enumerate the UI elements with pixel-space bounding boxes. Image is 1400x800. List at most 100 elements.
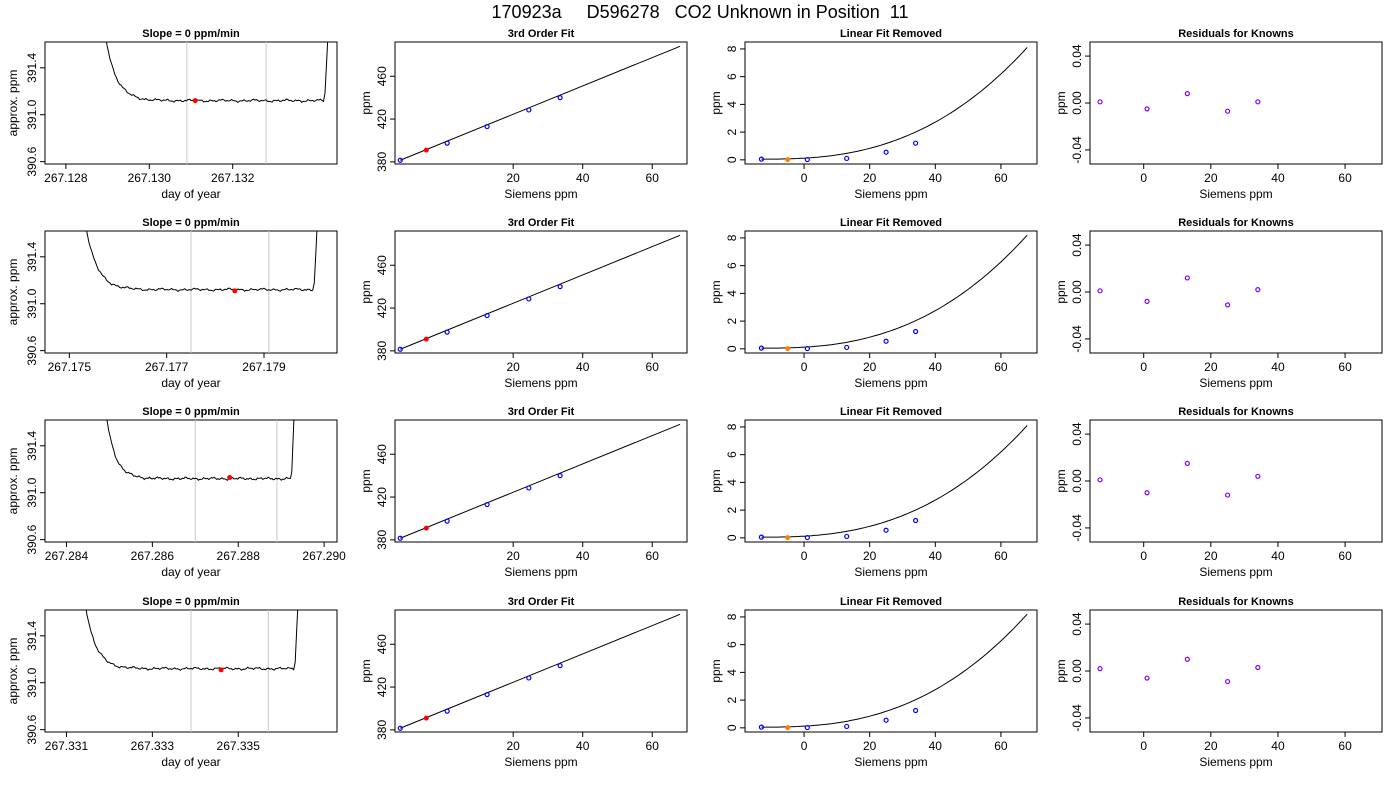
- x-tick-label: 0: [1140, 171, 1147, 185]
- chart-panel-r3c2: 3rd Order Fit 20 40 60 380 420 460 Siemens ppm p…: [359, 406, 688, 579]
- y-tick-label: 390.6: [25, 524, 39, 554]
- y-tick-label: 390.6: [25, 146, 39, 176]
- x-tick-label: 0: [801, 739, 808, 753]
- x-tick-label: 40: [576, 739, 590, 753]
- residual-point: [1225, 108, 1231, 114]
- x-tick-label: 0: [1140, 549, 1147, 563]
- x-tick-label: 267.331: [45, 739, 89, 753]
- y-tick-label: 460: [375, 634, 389, 654]
- chart-panel-r3c4: Residuals for Knowns 0 20 40 60 -0.04 0.00 0.04…: [1054, 406, 1383, 579]
- known-point: [557, 663, 563, 669]
- y-axis-label: ppm: [709, 469, 723, 492]
- chart-title: Slope = 0 ppm/min: [142, 406, 240, 418]
- known-point: [844, 155, 850, 162]
- x-tick-label: 267.177: [145, 360, 189, 374]
- y-tick-label: 420: [375, 487, 389, 507]
- y-tick-label: 4: [725, 479, 739, 486]
- unknown-point: [423, 715, 429, 721]
- y-tick-label: 8: [725, 423, 739, 430]
- x-axis-label: Siemens ppm: [1199, 565, 1272, 579]
- y-tick-label: 0: [725, 156, 739, 163]
- y-tick-label: 390.6: [25, 714, 39, 744]
- x-axis-label: Siemens ppm: [854, 376, 927, 390]
- chart-title: Residuals for Knowns: [1178, 217, 1294, 229]
- known-point: [883, 338, 889, 344]
- chart-title: Linear Fit Removed: [840, 406, 942, 418]
- known-point: [758, 345, 765, 351]
- x-tick-label: 20: [863, 549, 877, 563]
- x-tick-label: 267.132: [211, 171, 255, 185]
- x-axis-label: Siemens ppm: [854, 187, 927, 201]
- x-tick-label: 267.290: [302, 549, 346, 563]
- residual-point: [1255, 99, 1261, 105]
- x-tick-label: 267.179: [242, 360, 286, 374]
- x-tick-label: 0: [1140, 360, 1147, 374]
- x-tick-label: 267.284: [45, 549, 89, 563]
- chart-title: Linear Fit Removed: [840, 217, 942, 229]
- x-axis-label: Siemens ppm: [504, 187, 577, 201]
- plot-frame: [744, 609, 1038, 733]
- fit-curve: [761, 47, 1028, 160]
- x-tick-label: 60: [994, 360, 1008, 374]
- known-point: [444, 329, 450, 335]
- x-axis-label: day of year: [161, 565, 220, 579]
- chart-title: Linear Fit Removed: [840, 596, 942, 608]
- y-tick-label: 391.4: [25, 52, 39, 82]
- chart-title: 3rd Order Fit: [508, 406, 575, 418]
- y-axis-label: ppm: [709, 659, 723, 682]
- x-tick-label: 40: [929, 739, 943, 753]
- known-point: [444, 518, 450, 524]
- y-axis-label: ppm: [359, 91, 373, 114]
- plot-frame: [744, 41, 1038, 165]
- y-tick-label: 6: [725, 451, 739, 458]
- unknown-marker: [192, 98, 198, 104]
- x-axis-label: Siemens ppm: [854, 565, 927, 579]
- chart-panel-r2c3: Linear Fit Removed 0 20 40 60 0 2 4 6 8 Siemens pp…: [709, 217, 1038, 390]
- y-tick-label: 6: [725, 641, 739, 648]
- residual-point: [1097, 666, 1103, 672]
- signal-trace: [85, 610, 299, 671]
- y-tick-label: 0.04: [1070, 44, 1084, 68]
- y-axis-label: approx. ppm: [6, 448, 20, 515]
- x-tick-label: 60: [646, 360, 660, 374]
- unknown-point: [785, 157, 791, 163]
- plot-frame: [744, 419, 1038, 543]
- known-point: [804, 345, 810, 352]
- plot-frame: [44, 41, 338, 165]
- x-axis-label: Siemens ppm: [504, 755, 577, 769]
- y-axis-label: approx. ppm: [6, 638, 20, 705]
- chart-title: Slope = 0 ppm/min: [142, 217, 240, 229]
- x-axis-label: Siemens ppm: [854, 755, 927, 769]
- plot-frame: [1089, 609, 1383, 733]
- x-tick-label: 40: [929, 360, 943, 374]
- residual-point: [1255, 287, 1261, 293]
- residual-point: [1184, 275, 1190, 281]
- y-tick-label: 420: [375, 109, 389, 129]
- known-point: [397, 535, 403, 541]
- x-axis-label: Siemens ppm: [1199, 755, 1272, 769]
- x-tick-label: 267.288: [217, 549, 261, 563]
- chart-panel-r2c2: 3rd Order Fit 20 40 60 380 420 460 Siemens ppm p…: [359, 217, 688, 390]
- y-tick-label: 4: [725, 101, 739, 108]
- x-tick-label: 40: [576, 360, 590, 374]
- y-tick-label: 0.04: [1070, 422, 1084, 446]
- x-tick-label: 267.286: [131, 549, 175, 563]
- y-tick-label: 0.00: [1070, 469, 1084, 493]
- y-tick-label: 391.0: [25, 99, 39, 129]
- x-axis-label: day of year: [161, 755, 220, 769]
- x-tick-label: 20: [1204, 360, 1218, 374]
- known-point: [557, 473, 563, 479]
- x-tick-label: 40: [1271, 360, 1285, 374]
- residual-point: [1097, 288, 1103, 294]
- unknown-marker: [227, 474, 233, 480]
- known-point: [913, 328, 919, 335]
- chart-panel-r2c1: Slope = 0 ppm/min 267.175 267.177 267.179 39…: [6, 217, 338, 390]
- y-axis-label: ppm: [709, 280, 723, 303]
- chart-title: Slope = 0 ppm/min: [142, 28, 240, 40]
- known-point: [397, 346, 403, 352]
- fit-curve: [761, 613, 1028, 728]
- residual-point: [1144, 106, 1150, 112]
- known-point: [444, 140, 450, 146]
- y-tick-label: -0.04: [1070, 514, 1084, 542]
- chart-title: Residuals for Knowns: [1178, 406, 1294, 418]
